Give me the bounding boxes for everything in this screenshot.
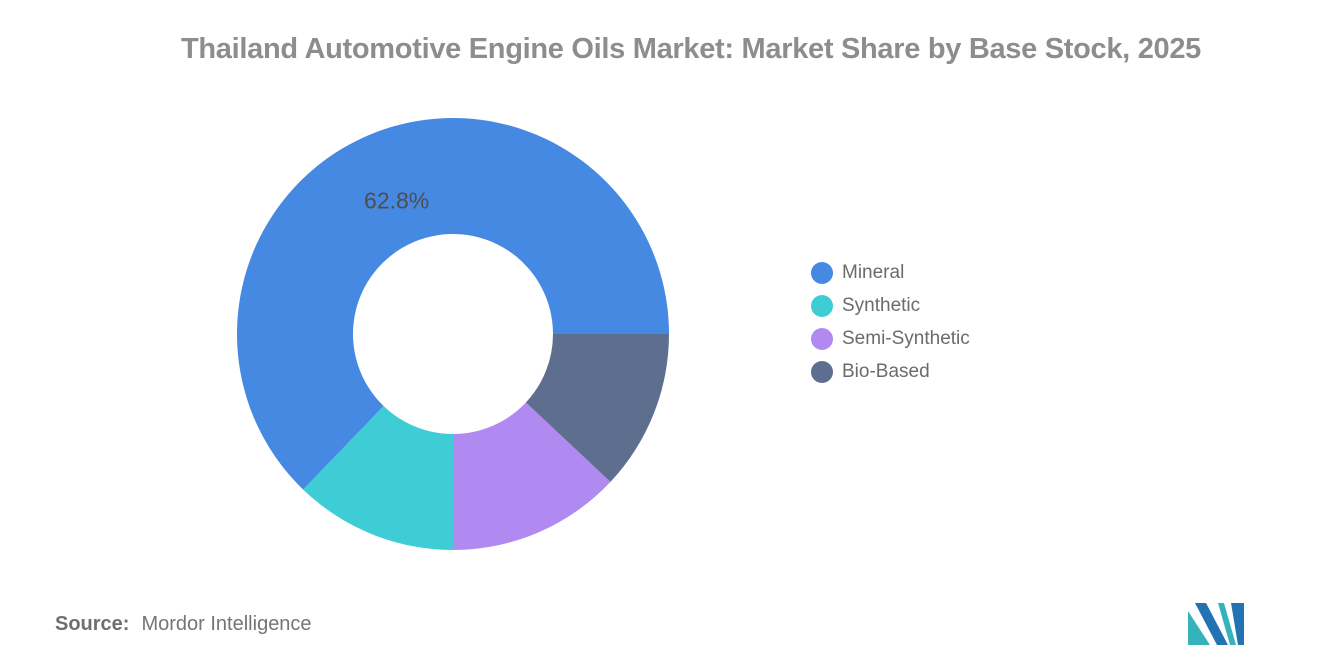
chart-legend: Mineral Synthetic Semi-Synthetic Bio-Based bbox=[811, 256, 970, 388]
slice-data-label: 62.8% bbox=[364, 187, 430, 214]
legend-label: Synthetic bbox=[842, 294, 921, 316]
slice-mineral bbox=[237, 118, 669, 490]
legend-label: Semi-Synthetic bbox=[842, 327, 970, 349]
legend-swatch-icon bbox=[811, 261, 833, 284]
legend-swatch-icon bbox=[811, 294, 833, 317]
logo-shape-teal-left bbox=[1188, 611, 1210, 645]
slice-bio-based bbox=[525, 334, 669, 482]
legend-label: Bio-Based bbox=[842, 360, 930, 382]
donut-chart: 62.8% bbox=[223, 104, 683, 564]
chart-title: Thailand Automotive Engine Oils Market: … bbox=[180, 33, 1202, 65]
source-label: Source: bbox=[55, 613, 130, 635]
mordor-intelligence-logo bbox=[1188, 603, 1244, 645]
source-value: Mordor Intelligence bbox=[141, 613, 312, 635]
legend-item-synthetic: Synthetic bbox=[811, 289, 970, 322]
legend-swatch-icon bbox=[811, 327, 833, 350]
legend-item-bio-based: Bio-Based bbox=[811, 355, 970, 388]
source-line: Source: Mordor Intelligence bbox=[55, 613, 312, 636]
logo-shape-teal-diag bbox=[1218, 603, 1236, 645]
logo-shape-blue-right bbox=[1231, 603, 1244, 645]
slice-synthetic bbox=[303, 406, 453, 550]
logo-shape-blue-diag bbox=[1195, 603, 1228, 645]
legend-item-mineral: Mineral bbox=[811, 256, 970, 289]
donut-svg bbox=[237, 118, 669, 550]
legend-swatch-icon bbox=[811, 360, 833, 383]
slice-semi-synthetic bbox=[453, 402, 611, 550]
legend-label: Mineral bbox=[842, 261, 905, 283]
legend-item-semi-synthetic: Semi-Synthetic bbox=[811, 322, 970, 355]
